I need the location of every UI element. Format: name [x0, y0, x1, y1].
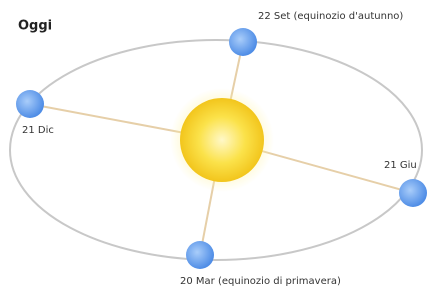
node-label: 20 Mar (equinozio di primavera)	[180, 276, 341, 287]
sun	[180, 98, 264, 182]
earth	[16, 90, 44, 118]
earth	[186, 241, 214, 269]
node-label: 21 Giu	[384, 160, 417, 171]
node-label: 22 Set (equinozio d'autunno)	[258, 11, 403, 22]
node-label: 21 Dic	[22, 125, 54, 136]
title: Oggi	[18, 19, 52, 34]
earth	[229, 28, 257, 56]
earth	[399, 179, 427, 207]
orbit-diagram: Oggi 22 Set (equinozio d'autunno) 21 Dic…	[0, 0, 432, 291]
